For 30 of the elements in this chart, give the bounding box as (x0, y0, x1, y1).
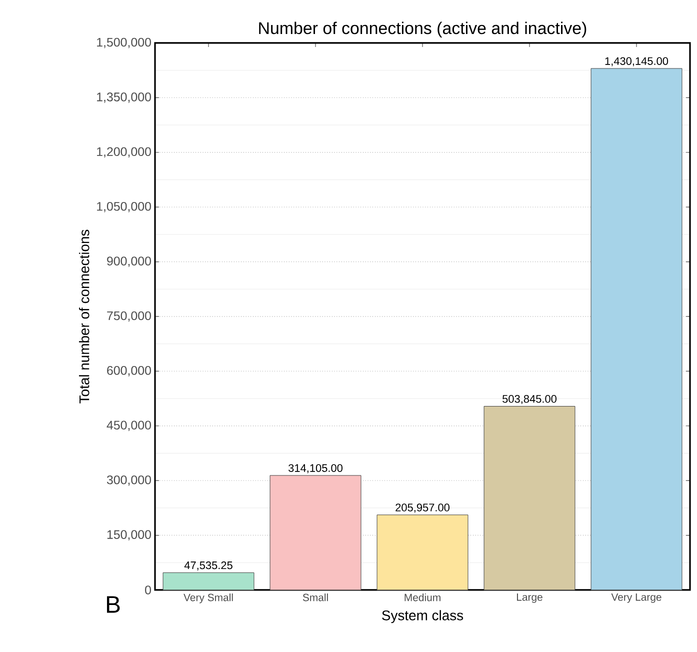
y-tick-label: 600,000 (107, 366, 151, 376)
y-tick-label: 1,500,000 (97, 38, 151, 48)
y-tick-label: 750,000 (107, 311, 151, 322)
y-tick-label: 1,350,000 (97, 92, 151, 103)
bar (270, 475, 362, 590)
data-label: 314,105.00 (288, 464, 342, 474)
y-axis-title: Total number of connections (79, 230, 90, 404)
y-tick-label: 300,000 (106, 475, 151, 486)
bar (162, 572, 254, 590)
bar (590, 68, 682, 590)
x-tick-label: Very Large (611, 594, 662, 603)
x-tick-label: Large (516, 594, 542, 603)
data-label: 503,845.00 (502, 395, 556, 404)
x-tick-label: Very Small (184, 594, 233, 604)
chart-title: Number of connections (active and inactive) (259, 22, 586, 38)
y-tick-label: 1,200,000 (97, 147, 151, 158)
data-label: 47,535.25 (184, 561, 232, 570)
y-tick-label: 0 (145, 586, 151, 594)
text: B (106, 596, 120, 613)
bar (484, 406, 576, 590)
y-tick-label: 450,000 (106, 420, 151, 432)
data-label: 1,430,145.00 (605, 57, 668, 66)
x-tick-label: Medium (404, 594, 440, 602)
bar (376, 514, 468, 590)
x-axis-title: System class (382, 610, 464, 624)
y-tick-label: 900,000 (107, 256, 151, 267)
y-tick-label: 1,050,000 (97, 202, 151, 212)
y-tick-label: 150,000 (107, 530, 151, 540)
x-tick-label: Small (302, 594, 328, 602)
data-label: 205,957.00 (396, 504, 450, 513)
